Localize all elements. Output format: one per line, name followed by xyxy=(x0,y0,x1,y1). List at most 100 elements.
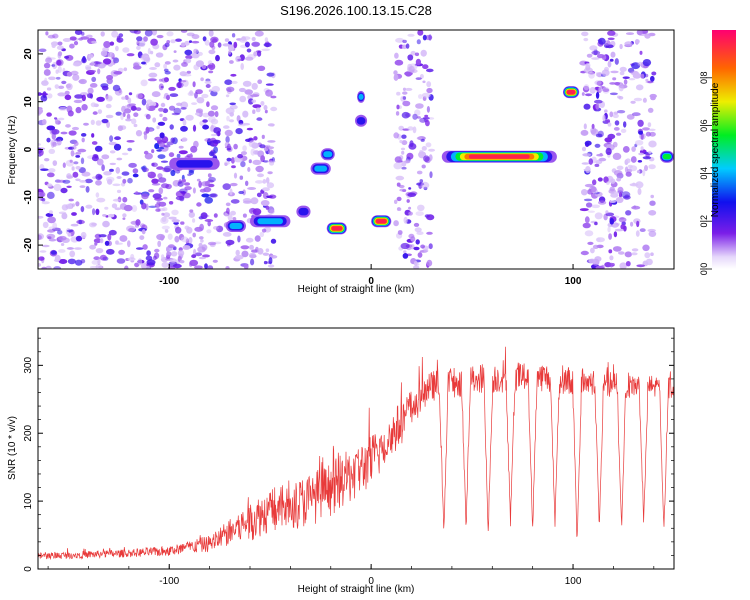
spectrogram-noise-cell xyxy=(618,191,623,198)
spectrogram-noise-cell xyxy=(402,100,411,107)
spectrogram-noise-cell xyxy=(635,140,644,146)
spectrogram-noise-cell xyxy=(208,30,214,37)
spectrogram-noise-cell xyxy=(208,151,215,157)
spectrogram-noise-cell xyxy=(419,179,424,183)
spectrogram-noise-cell xyxy=(163,196,168,200)
spectrogram-noise-cell xyxy=(609,186,615,192)
spectrogram-noise-cell xyxy=(603,176,609,183)
spectrogram-noise-cell xyxy=(609,58,614,62)
spectrogram-noise-cell xyxy=(244,41,250,48)
spectrogram-noise-cell xyxy=(127,177,133,184)
spectrogram-noise-cell xyxy=(248,252,257,259)
spectrogram-noise-cell xyxy=(57,92,66,97)
spectrogram-feature xyxy=(468,154,530,159)
spectrogram-noise-cell xyxy=(53,183,62,191)
spectrogram-noise-cell xyxy=(213,226,219,230)
spectrogram-noise-cell xyxy=(111,203,118,209)
spectrogram-noise-cell xyxy=(132,168,139,174)
spectrogram-noise-cell xyxy=(202,124,210,130)
spectrogram-noise-cell xyxy=(169,258,177,263)
spectrogram-noise-cell xyxy=(637,187,642,196)
spectrogram-noise-cell xyxy=(261,228,267,233)
spectrogram-noise-cell xyxy=(141,98,147,106)
spectrogram-noise-cell xyxy=(66,71,73,77)
spectrogram-noise-cell xyxy=(151,149,155,154)
spectrogram-noise-cell xyxy=(121,96,126,100)
spectrogram-noise-cell xyxy=(262,179,267,184)
spectrogram-noise-cell xyxy=(257,50,262,57)
spectrogram-noise-cell xyxy=(257,173,264,178)
spectrogram-noise-cell xyxy=(393,74,399,81)
spectrogram-noise-cell xyxy=(89,222,97,228)
spectrogram-noise-cell xyxy=(621,191,631,199)
spectrogram-noise-cell xyxy=(142,165,147,173)
spectrogram-noise-cell xyxy=(394,59,404,66)
spectrogram-noise-cell xyxy=(145,114,151,120)
spectrogram-noise-cell xyxy=(612,113,619,119)
spectrogram-noise-cell xyxy=(71,203,75,207)
spectrogram-noise-cell xyxy=(67,232,72,237)
spectrogram-noise-cell xyxy=(224,129,233,137)
spectrogram-noise-cell xyxy=(618,84,624,92)
spectrogram-noise-cell xyxy=(75,166,81,170)
spectrogram-noise-cell xyxy=(75,201,80,207)
spectrogram-noise-cell xyxy=(594,143,601,148)
spectrogram-noise-cell xyxy=(255,107,261,113)
spectrogram-noise-cell xyxy=(151,162,158,168)
spectrogram-noise-cell xyxy=(236,115,241,122)
spectrogram-noise-cell xyxy=(194,265,203,269)
spectrogram-noise-cell xyxy=(132,65,142,70)
spectrogram-noise-cell xyxy=(630,156,637,163)
spectrogram-noise-cell xyxy=(209,41,215,48)
spectrogram-noise-cell xyxy=(163,63,168,69)
spectrogram-noise-cell xyxy=(639,50,643,55)
spectrogram-noise-cell xyxy=(191,102,198,105)
spectrogram-noise-cell xyxy=(38,107,44,115)
spectrogram-noise-cell xyxy=(241,250,249,258)
spectrogram-noise-cell xyxy=(135,107,142,111)
spectrogram-noise-cell xyxy=(210,133,217,137)
spectrogram-noise-cell xyxy=(581,146,587,152)
spectrogram-noise-cell xyxy=(240,161,246,168)
spectrogram-noise-cell xyxy=(257,79,263,84)
spectrogram-noise-cell xyxy=(423,155,430,162)
spectrogram-noise-cell xyxy=(242,213,247,218)
spectrogram-noise-cell xyxy=(155,52,164,58)
spectrogram-noise-cell xyxy=(617,110,626,114)
spectrogram-noise-cell xyxy=(251,36,256,42)
spectrogram-noise-cell xyxy=(196,202,202,207)
spectrogram-noise-cell xyxy=(107,213,115,218)
spectrogram-noise-cell xyxy=(242,145,247,152)
spectrogram-noise-cell xyxy=(184,40,190,46)
spectrogram-noise-cell xyxy=(69,36,77,41)
spectrogram-noise-cell xyxy=(393,162,403,170)
spectrogram-noise-cell xyxy=(184,186,192,191)
spectrogram-noise-cell xyxy=(619,66,627,72)
spectrogram-noise-cell xyxy=(151,91,161,98)
spectrogram-noise-cell xyxy=(95,180,102,186)
colorbar-tick-label: 0.6 xyxy=(699,119,709,132)
spectrogram-noise-cell xyxy=(265,83,274,86)
spectrogram-noise-cell xyxy=(649,131,656,137)
spectrogram-noise-cell xyxy=(229,112,234,117)
spectrogram-noise-cell xyxy=(157,154,166,160)
spectrogram-noise-cell xyxy=(635,230,640,237)
spectrogram-noise-cell xyxy=(257,248,264,255)
spectrogram-noise-cell xyxy=(106,176,115,183)
spectrogram-noise-cell xyxy=(242,189,246,196)
spectrogram-noise-cell xyxy=(581,31,589,37)
spectrogram-noise-cell xyxy=(229,102,236,106)
spectrogram-noise-cell xyxy=(180,125,188,132)
spectrogram-noise-cell xyxy=(579,208,589,212)
spectrogram-noise-cell xyxy=(176,153,181,159)
spectrogram-noise-cell xyxy=(38,48,47,53)
spectrogram-noise-cell xyxy=(184,49,193,56)
spectrogram-noise-cell xyxy=(618,217,627,223)
spectrogram-noise-cell xyxy=(178,150,188,155)
spectrogram-noise-cell xyxy=(393,220,399,227)
spectrogram-noise-cell xyxy=(598,37,606,45)
spectrogram-noise-cell xyxy=(56,45,64,50)
spectrogram-noise-cell xyxy=(239,175,244,180)
spectrogram-noise-cell xyxy=(170,169,176,177)
